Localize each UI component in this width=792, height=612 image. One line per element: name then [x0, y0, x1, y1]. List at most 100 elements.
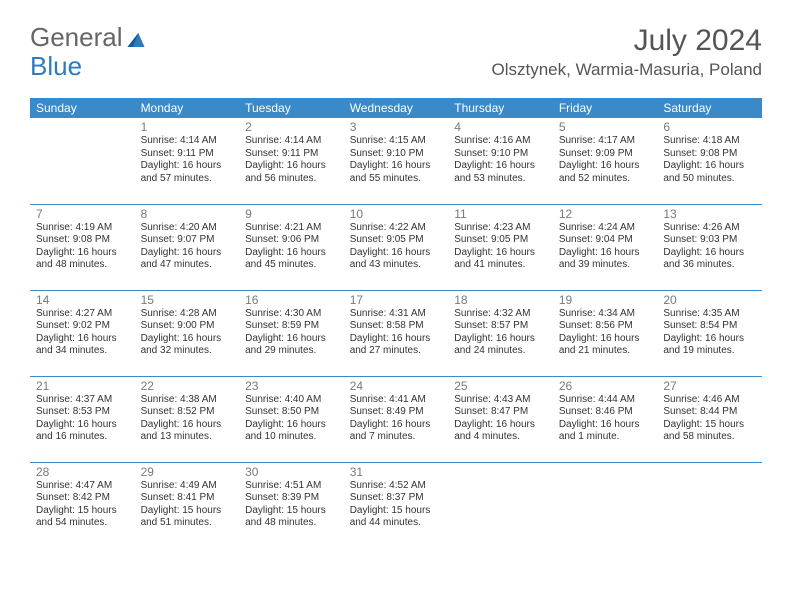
- daylight: Daylight: 16 hours and 52 minutes.: [559, 160, 652, 185]
- day-number: 1: [141, 120, 234, 134]
- daylight: Daylight: 16 hours and 19 minutes.: [663, 333, 756, 358]
- day-number: 2: [245, 120, 338, 134]
- day-number: 20: [663, 293, 756, 307]
- sunset: Sunset: 9:00 PM: [141, 320, 234, 333]
- calendar-cell: 13Sunrise: 4:26 AMSunset: 9:03 PMDayligh…: [657, 204, 762, 290]
- day-info: Sunrise: 4:41 AMSunset: 8:49 PMDaylight:…: [350, 394, 443, 444]
- sunrise: Sunrise: 4:49 AM: [141, 480, 234, 493]
- sunset: Sunset: 9:07 PM: [141, 234, 234, 247]
- sunset: Sunset: 8:37 PM: [350, 492, 443, 505]
- weekday-header: Wednesday: [344, 98, 449, 118]
- daylight: Daylight: 16 hours and 29 minutes.: [245, 333, 338, 358]
- day-info: Sunrise: 4:26 AMSunset: 9:03 PMDaylight:…: [663, 222, 756, 272]
- sunrise: Sunrise: 4:34 AM: [559, 308, 652, 321]
- sunset: Sunset: 8:41 PM: [141, 492, 234, 505]
- daylight: Daylight: 16 hours and 55 minutes.: [350, 160, 443, 185]
- daylight: Daylight: 16 hours and 56 minutes.: [245, 160, 338, 185]
- sunset: Sunset: 9:11 PM: [245, 148, 338, 161]
- title-block: July 2024 Olsztynek, Warmia-Masuria, Pol…: [491, 24, 762, 80]
- sunset: Sunset: 8:47 PM: [454, 406, 547, 419]
- sunrise: Sunrise: 4:19 AM: [36, 222, 129, 235]
- day-info: Sunrise: 4:49 AMSunset: 8:41 PMDaylight:…: [141, 480, 234, 530]
- day-info: Sunrise: 4:27 AMSunset: 9:02 PMDaylight:…: [36, 308, 129, 358]
- day-number: 25: [454, 379, 547, 393]
- logo-text-general: General: [30, 22, 123, 52]
- daylight: Daylight: 16 hours and 36 minutes.: [663, 247, 756, 272]
- sunrise: Sunrise: 4:22 AM: [350, 222, 443, 235]
- calendar-cell: 16Sunrise: 4:30 AMSunset: 8:59 PMDayligh…: [239, 290, 344, 376]
- day-info: Sunrise: 4:14 AMSunset: 9:11 PMDaylight:…: [245, 135, 338, 185]
- calendar-cell: 2Sunrise: 4:14 AMSunset: 9:11 PMDaylight…: [239, 118, 344, 204]
- calendar-row: 7Sunrise: 4:19 AMSunset: 9:08 PMDaylight…: [30, 204, 762, 290]
- day-info: Sunrise: 4:34 AMSunset: 8:56 PMDaylight:…: [559, 308, 652, 358]
- sunset: Sunset: 8:52 PM: [141, 406, 234, 419]
- daylight: Daylight: 16 hours and 53 minutes.: [454, 160, 547, 185]
- sunrise: Sunrise: 4:21 AM: [245, 222, 338, 235]
- calendar-row: 28Sunrise: 4:47 AMSunset: 8:42 PMDayligh…: [30, 462, 762, 548]
- sunrise: Sunrise: 4:46 AM: [663, 394, 756, 407]
- sunset: Sunset: 9:05 PM: [350, 234, 443, 247]
- sunrise: Sunrise: 4:18 AM: [663, 135, 756, 148]
- day-info: Sunrise: 4:32 AMSunset: 8:57 PMDaylight:…: [454, 308, 547, 358]
- day-info: Sunrise: 4:37 AMSunset: 8:53 PMDaylight:…: [36, 394, 129, 444]
- sunrise: Sunrise: 4:32 AM: [454, 308, 547, 321]
- daylight: Daylight: 16 hours and 43 minutes.: [350, 247, 443, 272]
- sunset: Sunset: 8:58 PM: [350, 320, 443, 333]
- sunset: Sunset: 8:53 PM: [36, 406, 129, 419]
- weekday-header-row: Sunday Monday Tuesday Wednesday Thursday…: [30, 98, 762, 118]
- daylight: Daylight: 16 hours and 24 minutes.: [454, 333, 547, 358]
- weekday-header: Monday: [135, 98, 240, 118]
- day-info: Sunrise: 4:51 AMSunset: 8:39 PMDaylight:…: [245, 480, 338, 530]
- day-info: Sunrise: 4:28 AMSunset: 9:00 PMDaylight:…: [141, 308, 234, 358]
- daylight: Daylight: 16 hours and 32 minutes.: [141, 333, 234, 358]
- calendar-cell: [448, 462, 553, 548]
- sunset: Sunset: 8:54 PM: [663, 320, 756, 333]
- daylight: Daylight: 16 hours and 1 minute.: [559, 419, 652, 444]
- daylight: Daylight: 16 hours and 7 minutes.: [350, 419, 443, 444]
- day-info: Sunrise: 4:43 AMSunset: 8:47 PMDaylight:…: [454, 394, 547, 444]
- day-number: 30: [245, 465, 338, 479]
- day-number: 14: [36, 293, 129, 307]
- calendar-cell: 14Sunrise: 4:27 AMSunset: 9:02 PMDayligh…: [30, 290, 135, 376]
- calendar-cell: 9Sunrise: 4:21 AMSunset: 9:06 PMDaylight…: [239, 204, 344, 290]
- day-number: 24: [350, 379, 443, 393]
- sunset: Sunset: 9:04 PM: [559, 234, 652, 247]
- calendar-cell: 19Sunrise: 4:34 AMSunset: 8:56 PMDayligh…: [553, 290, 658, 376]
- daylight: Daylight: 16 hours and 34 minutes.: [36, 333, 129, 358]
- daylight: Daylight: 16 hours and 39 minutes.: [559, 247, 652, 272]
- sunrise: Sunrise: 4:43 AM: [454, 394, 547, 407]
- day-info: Sunrise: 4:44 AMSunset: 8:46 PMDaylight:…: [559, 394, 652, 444]
- weekday-header: Saturday: [657, 98, 762, 118]
- calendar-cell: [30, 118, 135, 204]
- logo: GeneralBlue: [30, 24, 146, 80]
- calendar-cell: 15Sunrise: 4:28 AMSunset: 9:00 PMDayligh…: [135, 290, 240, 376]
- daylight: Daylight: 15 hours and 51 minutes.: [141, 505, 234, 530]
- day-info: Sunrise: 4:24 AMSunset: 9:04 PMDaylight:…: [559, 222, 652, 272]
- sunrise: Sunrise: 4:41 AM: [350, 394, 443, 407]
- sunset: Sunset: 8:50 PM: [245, 406, 338, 419]
- daylight: Daylight: 16 hours and 41 minutes.: [454, 247, 547, 272]
- sunset: Sunset: 9:09 PM: [559, 148, 652, 161]
- daylight: Daylight: 16 hours and 4 minutes.: [454, 419, 547, 444]
- day-info: Sunrise: 4:30 AMSunset: 8:59 PMDaylight:…: [245, 308, 338, 358]
- daylight: Daylight: 16 hours and 27 minutes.: [350, 333, 443, 358]
- daylight: Daylight: 16 hours and 48 minutes.: [36, 247, 129, 272]
- sunrise: Sunrise: 4:38 AM: [141, 394, 234, 407]
- day-info: Sunrise: 4:17 AMSunset: 9:09 PMDaylight:…: [559, 135, 652, 185]
- sunset: Sunset: 8:56 PM: [559, 320, 652, 333]
- sunrise: Sunrise: 4:16 AM: [454, 135, 547, 148]
- daylight: Daylight: 16 hours and 45 minutes.: [245, 247, 338, 272]
- calendar-cell: 18Sunrise: 4:32 AMSunset: 8:57 PMDayligh…: [448, 290, 553, 376]
- day-number: 18: [454, 293, 547, 307]
- day-number: 11: [454, 207, 547, 221]
- daylight: Daylight: 16 hours and 10 minutes.: [245, 419, 338, 444]
- sunset: Sunset: 8:44 PM: [663, 406, 756, 419]
- day-number: 22: [141, 379, 234, 393]
- day-info: Sunrise: 4:14 AMSunset: 9:11 PMDaylight:…: [141, 135, 234, 185]
- day-number: 28: [36, 465, 129, 479]
- day-number: 17: [350, 293, 443, 307]
- sunset: Sunset: 9:05 PM: [454, 234, 547, 247]
- calendar-cell: 27Sunrise: 4:46 AMSunset: 8:44 PMDayligh…: [657, 376, 762, 462]
- logo-text-blue: Blue: [30, 51, 82, 81]
- day-number: 9: [245, 207, 338, 221]
